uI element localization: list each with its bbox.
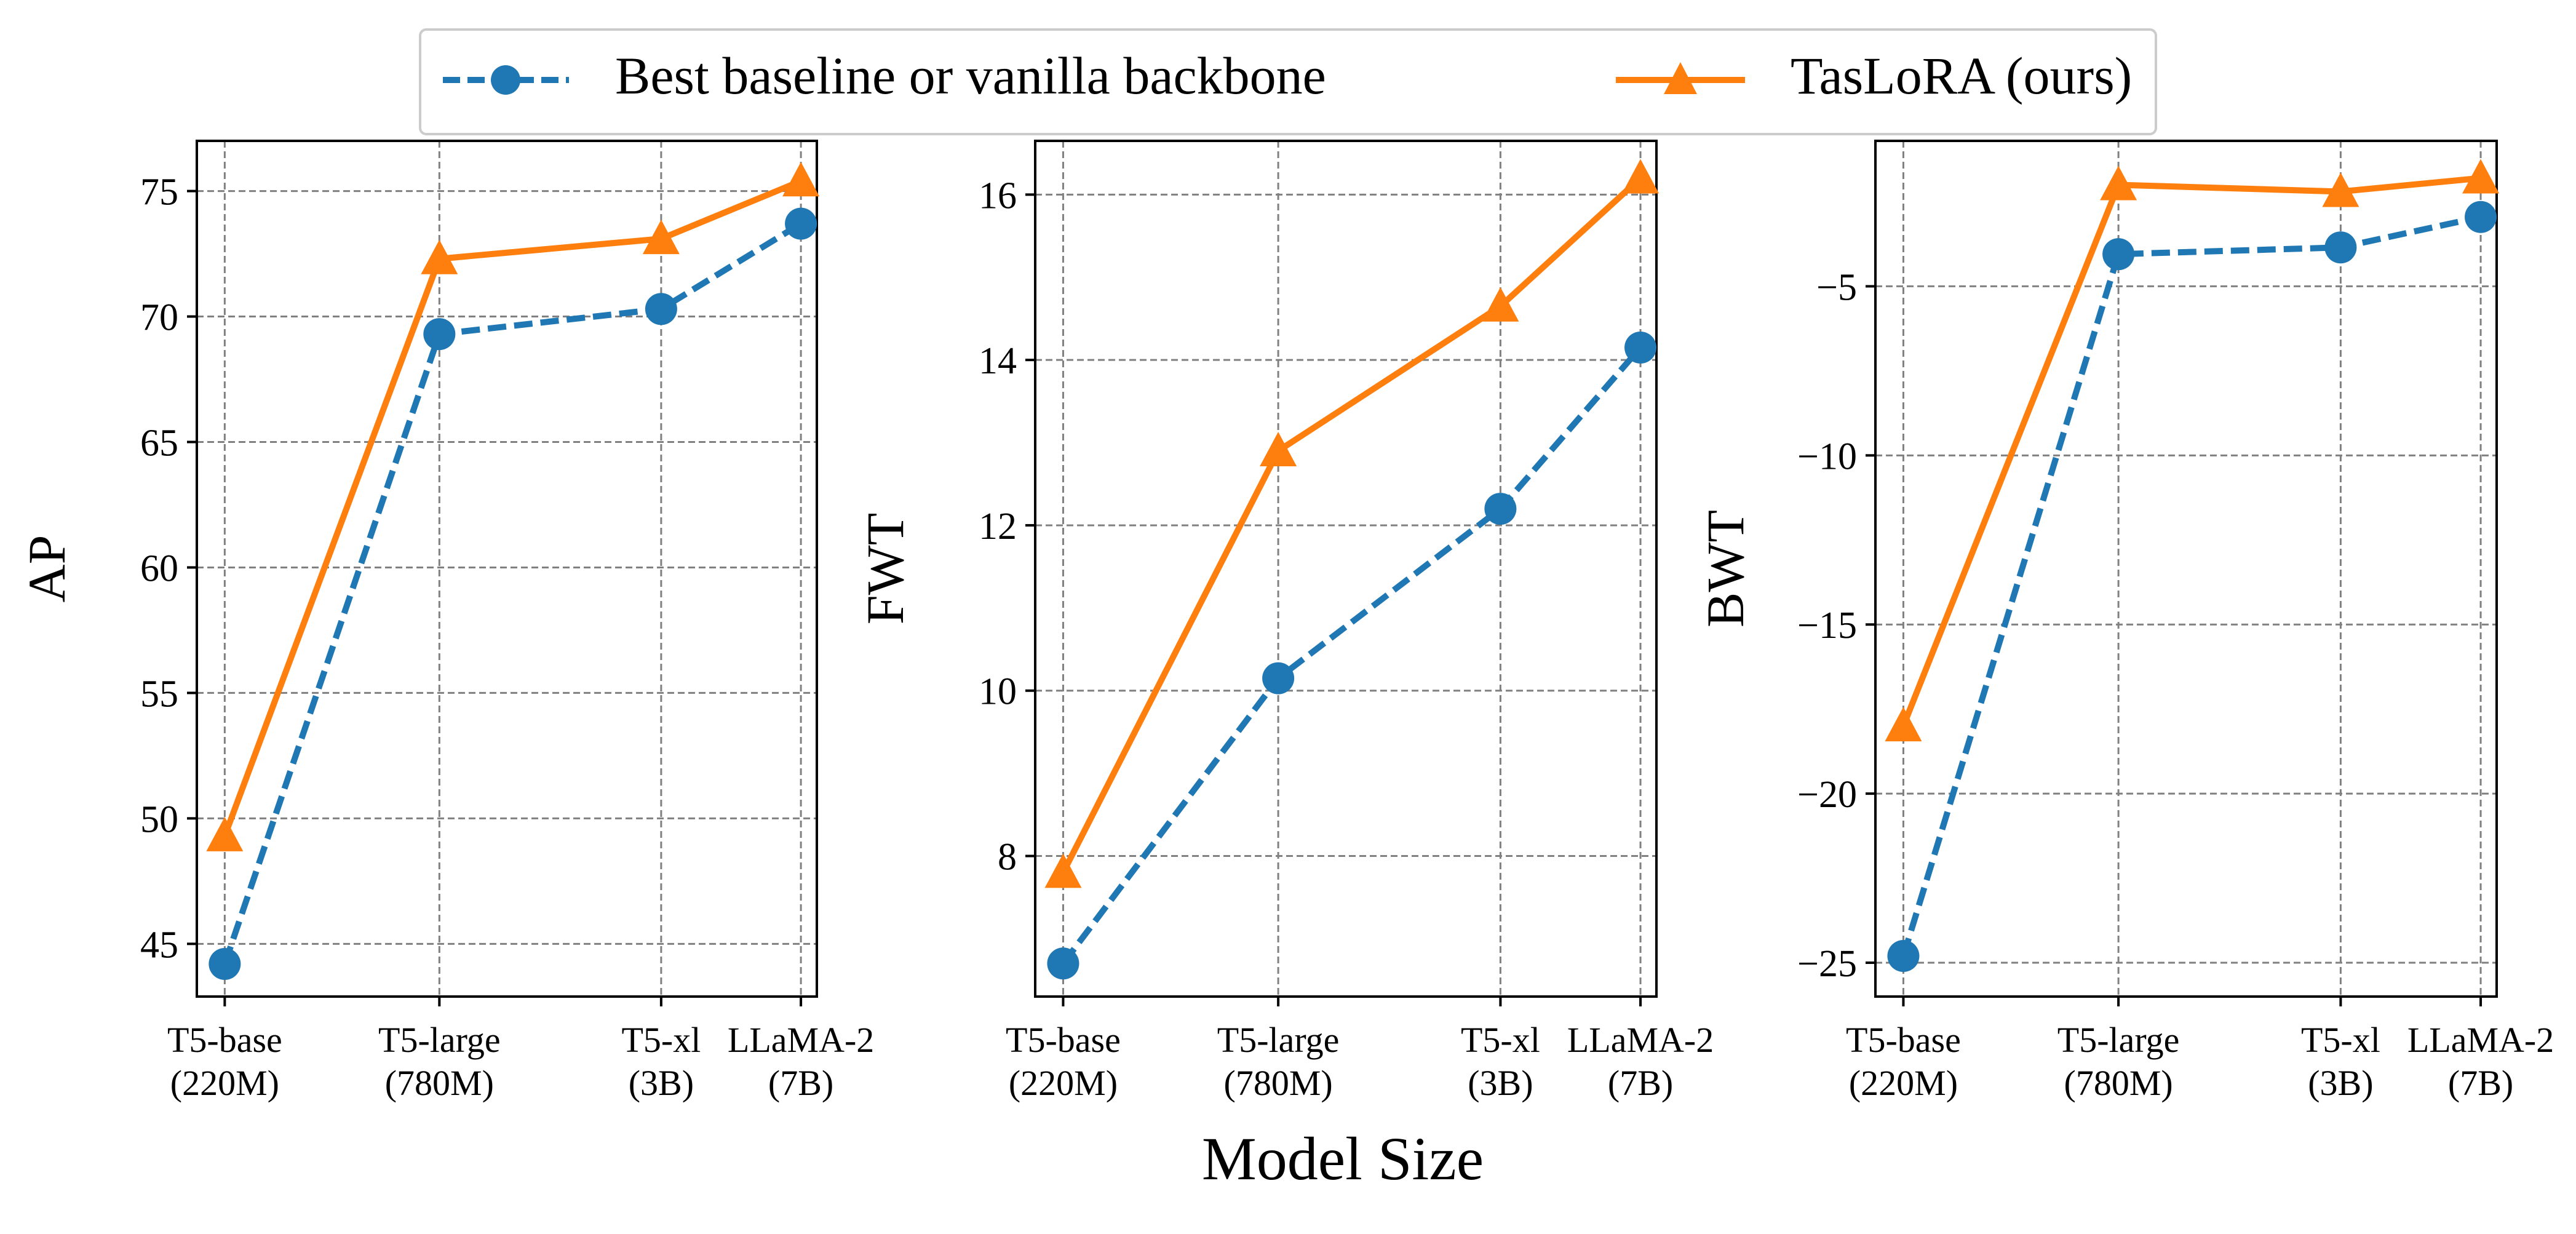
y-axis-label: FWT	[856, 513, 915, 625]
data-point-baseline	[1262, 662, 1295, 695]
data-point-taslora	[2100, 165, 2137, 201]
y-tick-label: 8	[998, 837, 1017, 878]
x-axis-label: Model Size	[1202, 1125, 1484, 1193]
x-tick-label: LLaMA-2	[2407, 1020, 2554, 1060]
legend: Best baseline or vanilla backbone TasLoR…	[419, 28, 2157, 135]
x-tick-label: (3B)	[1468, 1063, 1533, 1103]
legend-box	[419, 28, 2157, 135]
data-point-taslora	[421, 239, 458, 274]
x-tick-label: T5-large	[1217, 1020, 1340, 1060]
data-point-baseline	[1484, 493, 1517, 525]
series-line-taslora	[221, 178, 803, 837]
x-tick-label: T5-xl	[1461, 1020, 1540, 1060]
data-point-baseline	[1047, 947, 1079, 980]
y-tick-label: 55	[140, 673, 178, 715]
series-line-baseline	[1060, 345, 1643, 966]
x-tick-label: (3B)	[629, 1063, 694, 1103]
series-line-baseline	[221, 221, 803, 965]
y-tick-label: 14	[979, 340, 1017, 382]
x-tick-label: T5-large	[2057, 1020, 2180, 1060]
data-point-baseline	[1887, 940, 1920, 973]
x-tick-label: LLaMA-2	[728, 1020, 874, 1060]
x-tick-label: T5-base	[1846, 1020, 1961, 1060]
y-tick-label: 10	[979, 671, 1017, 713]
data-point-taslora	[1044, 853, 1082, 888]
x-tick-label: (220M)	[170, 1063, 279, 1103]
x-tick-label: LLaMA-2	[1567, 1020, 1714, 1060]
x-tick-label: T5-base	[167, 1020, 282, 1060]
x-tick-label: (7B)	[768, 1063, 833, 1103]
x-tick-label: T5-large	[378, 1020, 501, 1060]
panel-bwt: −25 −20 −15 −10 −5 T5-base(220M) T5-large(780M…	[1696, 140, 2554, 1103]
data-point-taslora	[1482, 287, 1519, 322]
data-point-taslora	[782, 162, 820, 197]
x-tick-label: (780M)	[1224, 1063, 1333, 1103]
y-axis-label: AP	[17, 535, 76, 603]
y-tick-label: −5	[1816, 266, 1857, 308]
data-point-taslora	[2322, 172, 2359, 207]
y-tick-label: −20	[1797, 774, 1857, 816]
legend-marker-circle	[491, 65, 520, 95]
y-tick-label: 60	[140, 547, 178, 589]
x-tick-label: (7B)	[1608, 1063, 1673, 1103]
y-tick-label: −15	[1797, 605, 1857, 647]
panel-fwt: 8 10 12 14 16 T5-base(220M) T5-large(780M) T5-x…	[856, 140, 1714, 1103]
plot-frame	[196, 140, 818, 998]
panel-ap: 45 50 55 60 65 70 75 T5-base(220M) T5-large(780M…	[17, 140, 874, 1103]
y-tick-label: −25	[1797, 943, 1857, 985]
x-tick-label: (220M)	[1849, 1063, 1958, 1103]
y-tick-label: 45	[140, 924, 178, 966]
data-point-baseline	[2324, 231, 2357, 264]
data-point-taslora	[1885, 707, 1922, 742]
legend-marker-triangle	[1664, 62, 1697, 94]
x-tick-label: (3B)	[2308, 1063, 2373, 1103]
series-line-taslora	[1900, 175, 2481, 728]
plot-frame	[1874, 140, 2498, 998]
y-tick-label: −10	[1797, 436, 1857, 477]
data-point-taslora	[1622, 159, 1660, 194]
y-tick-label: 70	[140, 297, 178, 339]
series-line-taslora	[1060, 175, 1643, 874]
x-tick-label: (220M)	[1009, 1063, 1118, 1103]
y-tick-label: 50	[140, 798, 178, 840]
x-tick-label: (7B)	[2448, 1063, 2513, 1103]
y-tick-label: 12	[979, 506, 1017, 547]
x-tick-label: T5-xl	[621, 1020, 701, 1060]
plot-frame	[1034, 140, 1658, 998]
data-point-baseline	[209, 947, 241, 980]
data-point-baseline	[423, 318, 456, 351]
y-axis-label: BWT	[1696, 510, 1755, 627]
legend-label-baseline: Best baseline or vanilla backbone	[615, 46, 1326, 105]
x-tick-label: (780M)	[385, 1063, 494, 1103]
data-point-taslora	[206, 816, 244, 851]
x-tick-label: T5-base	[1006, 1020, 1121, 1060]
data-point-baseline	[785, 207, 817, 240]
data-point-taslora	[642, 220, 680, 255]
data-point-baseline	[2465, 201, 2497, 233]
y-tick-label: 16	[979, 175, 1017, 217]
data-point-baseline	[2102, 238, 2135, 271]
data-point-baseline	[645, 293, 677, 325]
x-tick-label: (780M)	[2064, 1063, 2173, 1103]
data-point-baseline	[1624, 331, 1657, 364]
data-point-taslora	[2462, 159, 2500, 194]
data-point-taslora	[1260, 431, 1297, 466]
legend-label-taslora: TasLoRA (ours)	[1791, 46, 2132, 105]
y-tick-label: 65	[140, 423, 178, 464]
x-tick-label: T5-xl	[2301, 1020, 2380, 1060]
y-tick-label: 75	[140, 172, 178, 213]
